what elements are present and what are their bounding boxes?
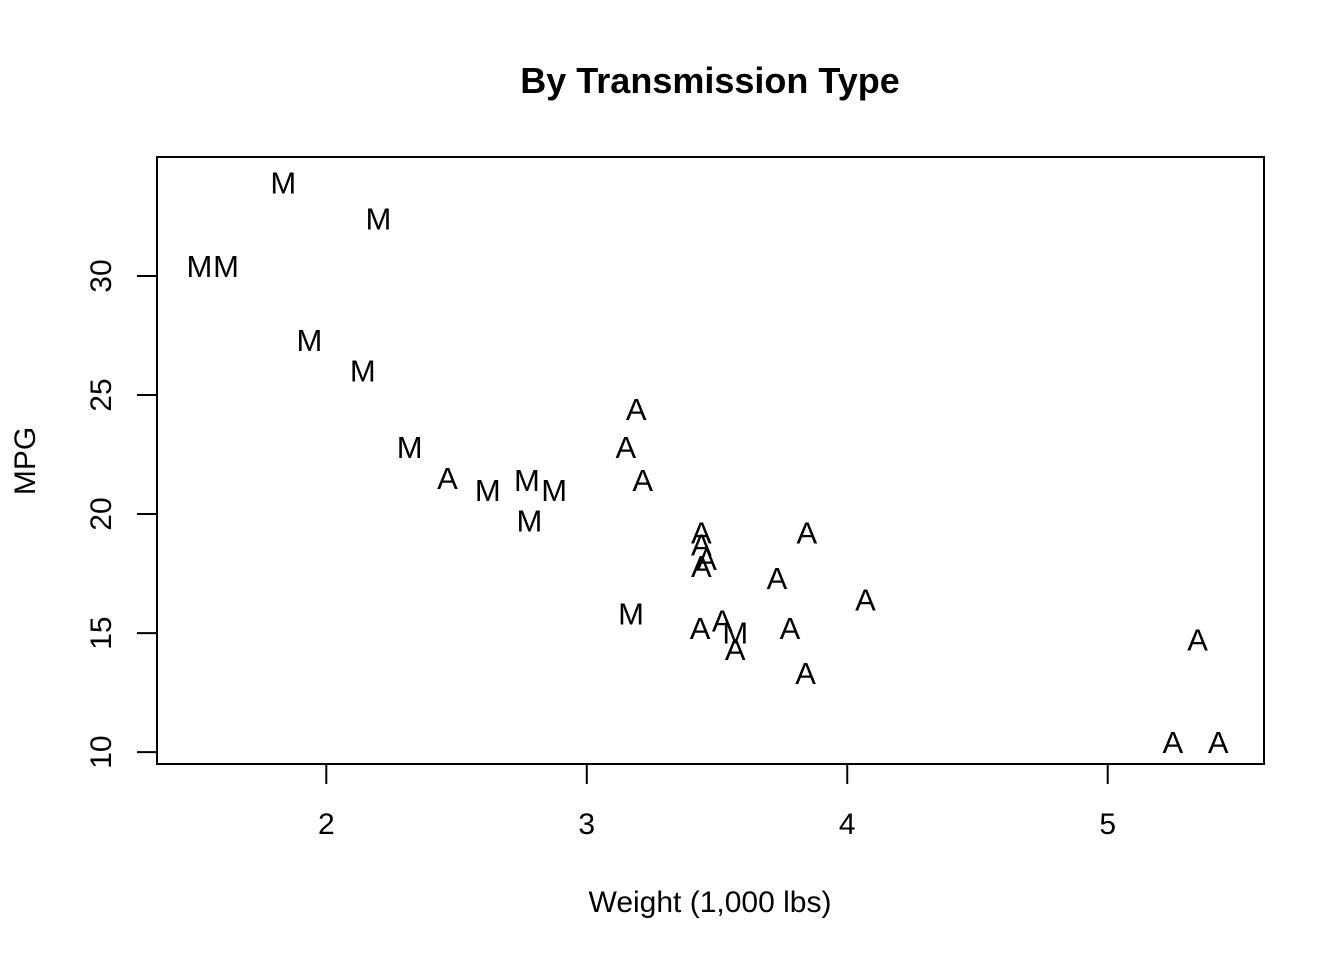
y-tick-label: 15 — [85, 616, 118, 649]
point-manual: M — [296, 323, 322, 358]
point-automatic: A — [696, 542, 717, 577]
point-manual: M — [187, 249, 213, 284]
point-automatic: A — [767, 561, 788, 596]
point-automatic: A — [1208, 725, 1229, 760]
point-automatic: A — [691, 516, 712, 551]
point-manual: M — [618, 597, 644, 632]
point-manual: M — [475, 473, 501, 508]
point-automatic: A — [712, 604, 733, 639]
point-manual: M — [270, 166, 296, 201]
point-automatic: A — [855, 582, 876, 617]
point-automatic: A — [1187, 623, 1208, 658]
point-automatic: A — [690, 611, 711, 646]
point-automatic: A — [437, 461, 458, 496]
point-automatic: A — [725, 632, 746, 667]
point-manual: M — [350, 354, 376, 389]
x-axis-label: Weight (1,000 lbs) — [589, 886, 832, 919]
point-automatic: A — [632, 463, 653, 498]
point-automatic: A — [1162, 725, 1183, 760]
y-tick-label: 25 — [85, 378, 118, 411]
y-tick-label: 20 — [85, 497, 118, 530]
y-axis-label: MPG — [9, 427, 42, 495]
x-axis: 2 3 4 5 — [318, 763, 1116, 841]
y-axis: 10 15 20 25 30 — [85, 259, 158, 769]
x-tick-label: 2 — [318, 808, 335, 841]
point-automatic: A — [616, 430, 637, 465]
point-manual: M — [517, 504, 543, 539]
point-automatic: A — [795, 656, 816, 691]
x-tick-label: 5 — [1099, 808, 1116, 841]
point-automatic: A — [797, 516, 818, 551]
point-automatic: A — [780, 611, 801, 646]
point-manual: M — [722, 616, 748, 651]
chart-title: By Transmission Type — [520, 60, 899, 101]
y-tick-label: 10 — [85, 735, 118, 768]
point-automatic: A — [691, 549, 712, 584]
x-tick-label: 3 — [578, 808, 595, 841]
point-manual: M — [365, 201, 391, 236]
point-manual: M — [541, 473, 567, 508]
plot-frame — [156, 156, 1265, 765]
point-manual: M — [514, 463, 540, 498]
point-manual: M — [397, 430, 423, 465]
point-manual: M — [213, 249, 239, 284]
point-automatic: A — [691, 528, 712, 563]
point-automatic: A — [626, 392, 647, 427]
x-tick-label: 4 — [839, 808, 856, 841]
y-tick-label: 30 — [85, 259, 118, 292]
